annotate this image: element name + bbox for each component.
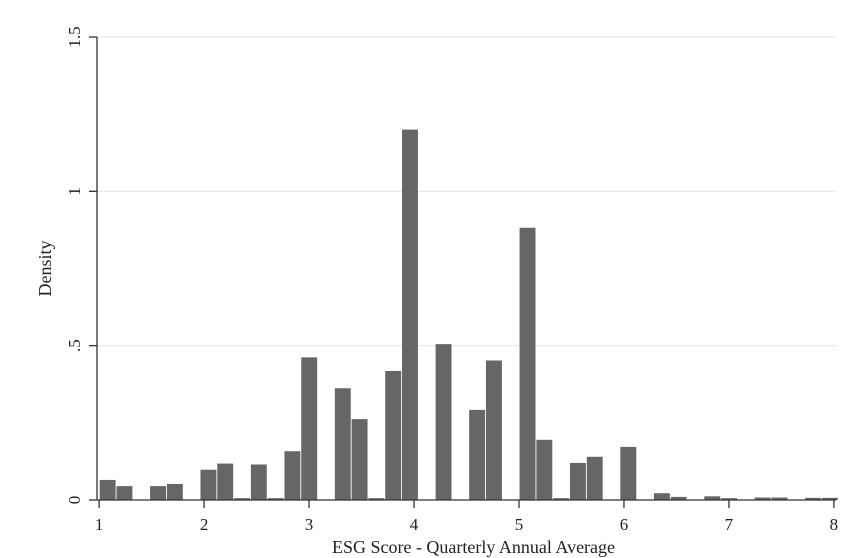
histogram-bar — [368, 498, 385, 500]
histogram-bar — [234, 498, 250, 500]
histogram-bar — [485, 360, 502, 500]
histogram-bar — [150, 486, 166, 500]
histogram-bar — [586, 456, 603, 500]
y-tick-label: 1 — [65, 187, 84, 196]
histogram-bar — [536, 439, 553, 500]
y-tick-label: 1.5 — [65, 26, 84, 47]
histogram-bar — [469, 409, 486, 500]
histogram-bar — [435, 344, 452, 500]
x-tick-label: 2 — [200, 515, 209, 534]
histogram-bar — [267, 498, 284, 500]
x-tick-label: 6 — [620, 515, 629, 534]
histogram-bar — [301, 357, 318, 500]
histogram-bar — [771, 497, 788, 500]
y-tick-label: 0 — [65, 496, 84, 505]
histogram-bar — [805, 497, 822, 500]
histogram-bar — [116, 486, 133, 500]
histogram-bar — [200, 469, 217, 500]
x-tick-label: 1 — [95, 515, 104, 534]
y-axis-title: Density — [35, 241, 55, 297]
histogram-bar — [402, 129, 418, 500]
y-tick-label: .5 — [65, 339, 84, 352]
histogram-bar — [166, 483, 183, 500]
x-axis-ticks: 1 2 3 4 5 6 7 8 — [95, 500, 838, 534]
histogram-bar — [250, 464, 267, 500]
histogram-bar — [569, 462, 586, 500]
histogram-bar — [704, 496, 721, 500]
x-tick-label: 7 — [725, 515, 734, 534]
x-tick-label: 8 — [830, 515, 839, 534]
histogram-bar — [721, 498, 738, 500]
histogram-bars — [99, 129, 838, 501]
histogram-bar — [334, 388, 351, 500]
histogram-bar — [670, 496, 687, 500]
x-tick-label: 5 — [515, 515, 524, 534]
histogram-bar — [385, 370, 402, 500]
x-axis-title: ESG Score - Quarterly Annual Average — [332, 537, 615, 557]
histogram-bar — [653, 493, 670, 500]
y-axis-ticks: 0 .5 1 1.5 — [65, 26, 97, 504]
x-tick-label: 4 — [410, 515, 419, 534]
histogram-bar — [217, 463, 234, 500]
histogram-bar — [99, 479, 116, 500]
histogram-bar — [620, 446, 637, 500]
histogram-bar — [351, 419, 368, 500]
histogram-bar — [821, 497, 838, 500]
histogram-bar — [519, 227, 536, 501]
histogram-bar — [553, 498, 570, 500]
x-tick-label: 3 — [305, 515, 314, 534]
histogram-bar — [284, 451, 301, 500]
histogram-bar — [754, 497, 771, 500]
